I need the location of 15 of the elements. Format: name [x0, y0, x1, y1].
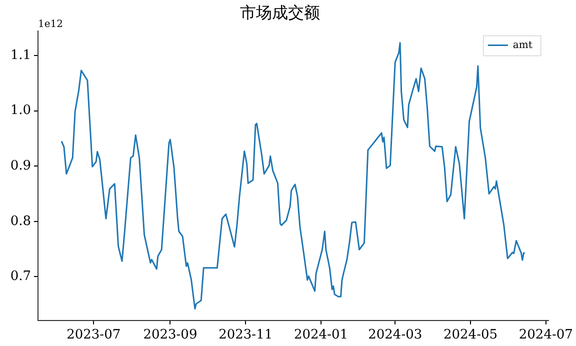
- x-tick-label: 2023-09: [143, 328, 198, 343]
- chart-title: 市场成交额: [240, 2, 320, 22]
- y-tick-label: 0.9: [10, 158, 31, 174]
- y-tick-label: 1.0: [10, 103, 31, 118]
- y-tick-label: 1.1: [10, 48, 31, 63]
- y-tick-label: 0.7: [10, 269, 31, 284]
- legend-label: amt: [512, 40, 532, 51]
- x-tick-label: 2023-11: [218, 328, 273, 343]
- x-tick-label: 2023-07: [66, 328, 121, 343]
- y-tick-label: 0.8: [10, 214, 31, 229]
- x-tick-label: 2024-01: [294, 328, 348, 343]
- x-tick-label: 2024-05: [443, 328, 498, 343]
- text: 1e12: [38, 18, 64, 30]
- x-tick-label: 2024-07: [518, 328, 573, 343]
- x-tick-label: 2024-03: [368, 328, 422, 343]
